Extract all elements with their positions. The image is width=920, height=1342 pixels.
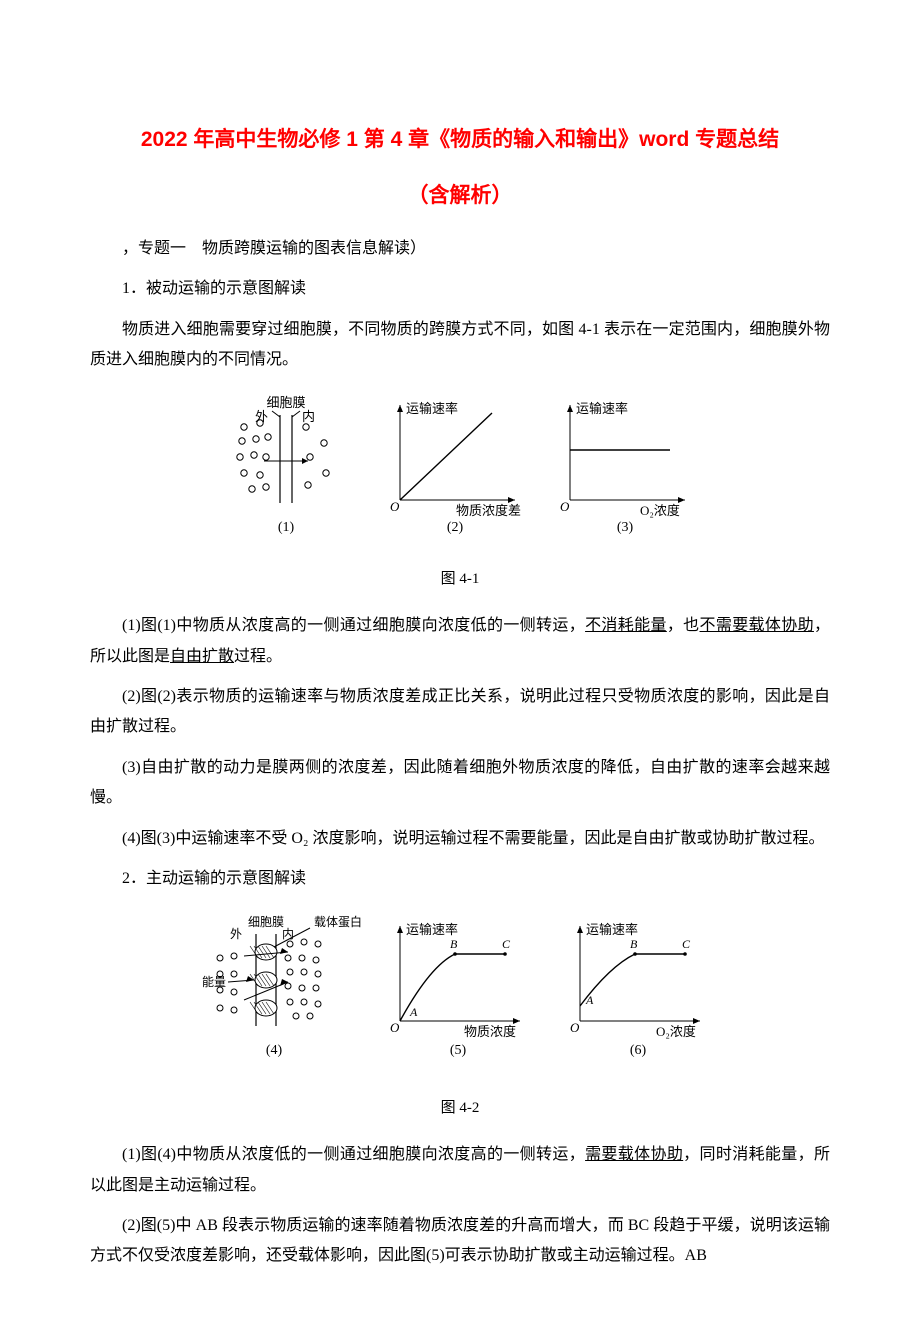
fig42-membrane-label: 细胞膜	[248, 915, 284, 929]
fig42-p5-C: C	[502, 937, 511, 951]
fig42-panel5: 运输速率 O 物质浓度 A B C (5)	[390, 922, 520, 1058]
fig42-p5-A: A	[409, 1005, 418, 1019]
figure-4-1-caption: 图 4-1	[90, 565, 830, 594]
fig41-in-circles	[303, 424, 329, 488]
figure-4-2: 细胞膜 载体蛋白 外 内 能量 (4)	[90, 908, 830, 1089]
para-1-2: (2)图(2)表示物质的运输速率与物质浓度差成正比关系，说明此过程只受物质浓度的…	[90, 682, 830, 743]
fig42-in-circles	[285, 939, 321, 1019]
figure-4-2-caption: 图 4-2	[90, 1094, 830, 1123]
fig42-num6: (6)	[630, 1043, 647, 1058]
heading-1: 1．被动运输的示意图解读	[90, 274, 830, 304]
heading-2: 2．主动运输的示意图解读	[90, 864, 830, 894]
fig42-panel6: 运输速率 O O₂浓度 A B C (6)	[570, 922, 700, 1058]
figure-4-2-svg: 细胞膜 载体蛋白 外 内 能量 (4)	[190, 908, 730, 1078]
fig41-p3-origin: O	[560, 499, 570, 514]
fig41-p2-ylabel: 运输速率	[406, 401, 458, 416]
fig42-p5-B: B	[450, 937, 458, 951]
fig42-in-label: 内	[282, 927, 294, 941]
fig41-num1: (1)	[278, 520, 295, 535]
fig41-num3: (3)	[617, 520, 634, 535]
figure-4-1-svg: 细胞膜 外 内 (1) 运输速率 O 物质浓	[200, 389, 720, 549]
fig42-energy-label: 能量	[202, 975, 226, 989]
p6-a: (1)图(4)中物质从浓度低的一侧通过细胞膜向浓度高的一侧转运，	[122, 1146, 585, 1163]
p2-f: 自由扩散	[170, 648, 234, 665]
fig41-p3-ylabel: 运输速率	[576, 401, 628, 416]
doc-subtitle: （含解析）	[90, 176, 830, 216]
fig42-p5-origin: O	[390, 1020, 400, 1035]
fig42-p6-ylabel: 运输速率	[586, 922, 638, 937]
fig41-panel1: 细胞膜 外 内 (1)	[237, 395, 329, 535]
fig42-p5-xlabel: 物质浓度	[464, 1024, 516, 1039]
fig42-carrier-label: 载体蛋白	[314, 914, 362, 929]
p6-b: 需要载体协助	[585, 1146, 683, 1163]
fig41-out-circles	[237, 420, 271, 492]
fig42-p6-A: A	[585, 993, 594, 1007]
page: 2022 年高中生物必修 1 第 4 章《物质的输入和输出》word 专题总结 …	[0, 0, 920, 1342]
fig42-p6-C: C	[682, 937, 691, 951]
fig42-num5: (5)	[450, 1043, 467, 1058]
p2-a: (1)图(1)中物质从浓度高的一侧通过细胞膜向浓度低的一侧转运，	[122, 617, 585, 634]
para-1-4: (4)图(3)中运输速率不受 O₂ 浓度影响，说明运输过程不需要能量，因此是自由…	[90, 824, 830, 854]
section-header: ，专题一 物质跨膜运输的图表信息解读）	[90, 234, 830, 264]
fig41-p2-origin: O	[390, 499, 400, 514]
doc-title: 2022 年高中生物必修 1 第 4 章《物质的输入和输出》word 专题总结	[90, 120, 830, 160]
para-intro-1: 物质进入细胞需要穿过细胞膜，不同物质的跨膜方式不同，如图 4-1 表示在一定范围…	[90, 315, 830, 376]
p2-g: 过程。	[234, 648, 282, 665]
fig41-num2: (2)	[447, 520, 464, 535]
para-2-1: (1)图(4)中物质从浓度低的一侧通过细胞膜向浓度高的一侧转运，需要载体协助，同…	[90, 1140, 830, 1201]
fig42-p6-xlabel: O₂浓度	[656, 1024, 696, 1039]
para-1-1: (1)图(1)中物质从浓度高的一侧通过细胞膜向浓度低的一侧转运，不消耗能量，也不…	[90, 611, 830, 672]
fig41-p3-xlabel: O₂浓度	[640, 503, 680, 518]
p2-c: ，也	[667, 617, 700, 634]
fig42-p6-B: B	[630, 937, 638, 951]
fig42-num4: (4)	[266, 1043, 283, 1058]
fig42-panel4: 细胞膜 载体蛋白 外 内 能量 (4)	[202, 914, 362, 1058]
fig42-out-label: 外	[230, 927, 242, 941]
fig41-in-label: 内	[302, 409, 315, 424]
para-1-3: (3)自由扩散的动力是膜两侧的浓度差，因此随着细胞外物质浓度的降低，自由扩散的速…	[90, 753, 830, 814]
fig41-panel3: 运输速率 O O₂浓度 (3)	[560, 401, 685, 535]
para-2-2: (2)图(5)中 AB 段表示物质运输的速率随着物质浓度差的升高而增大，而 BC…	[90, 1211, 830, 1272]
fig42-p5-ylabel: 运输速率	[406, 922, 458, 937]
figure-4-1: 细胞膜 外 内 (1) 运输速率 O 物质浓	[90, 389, 830, 560]
p2-d: 不需要载体协助	[700, 617, 814, 634]
fig42-p6-origin: O	[570, 1020, 580, 1035]
fig41-p2-xlabel: 物质浓度差	[456, 503, 521, 518]
fig41-panel2: 运输速率 O 物质浓度差 (2)	[390, 401, 521, 535]
p2-b: 不消耗能量	[585, 617, 667, 634]
fig41-membrane-label: 细胞膜	[266, 395, 305, 410]
